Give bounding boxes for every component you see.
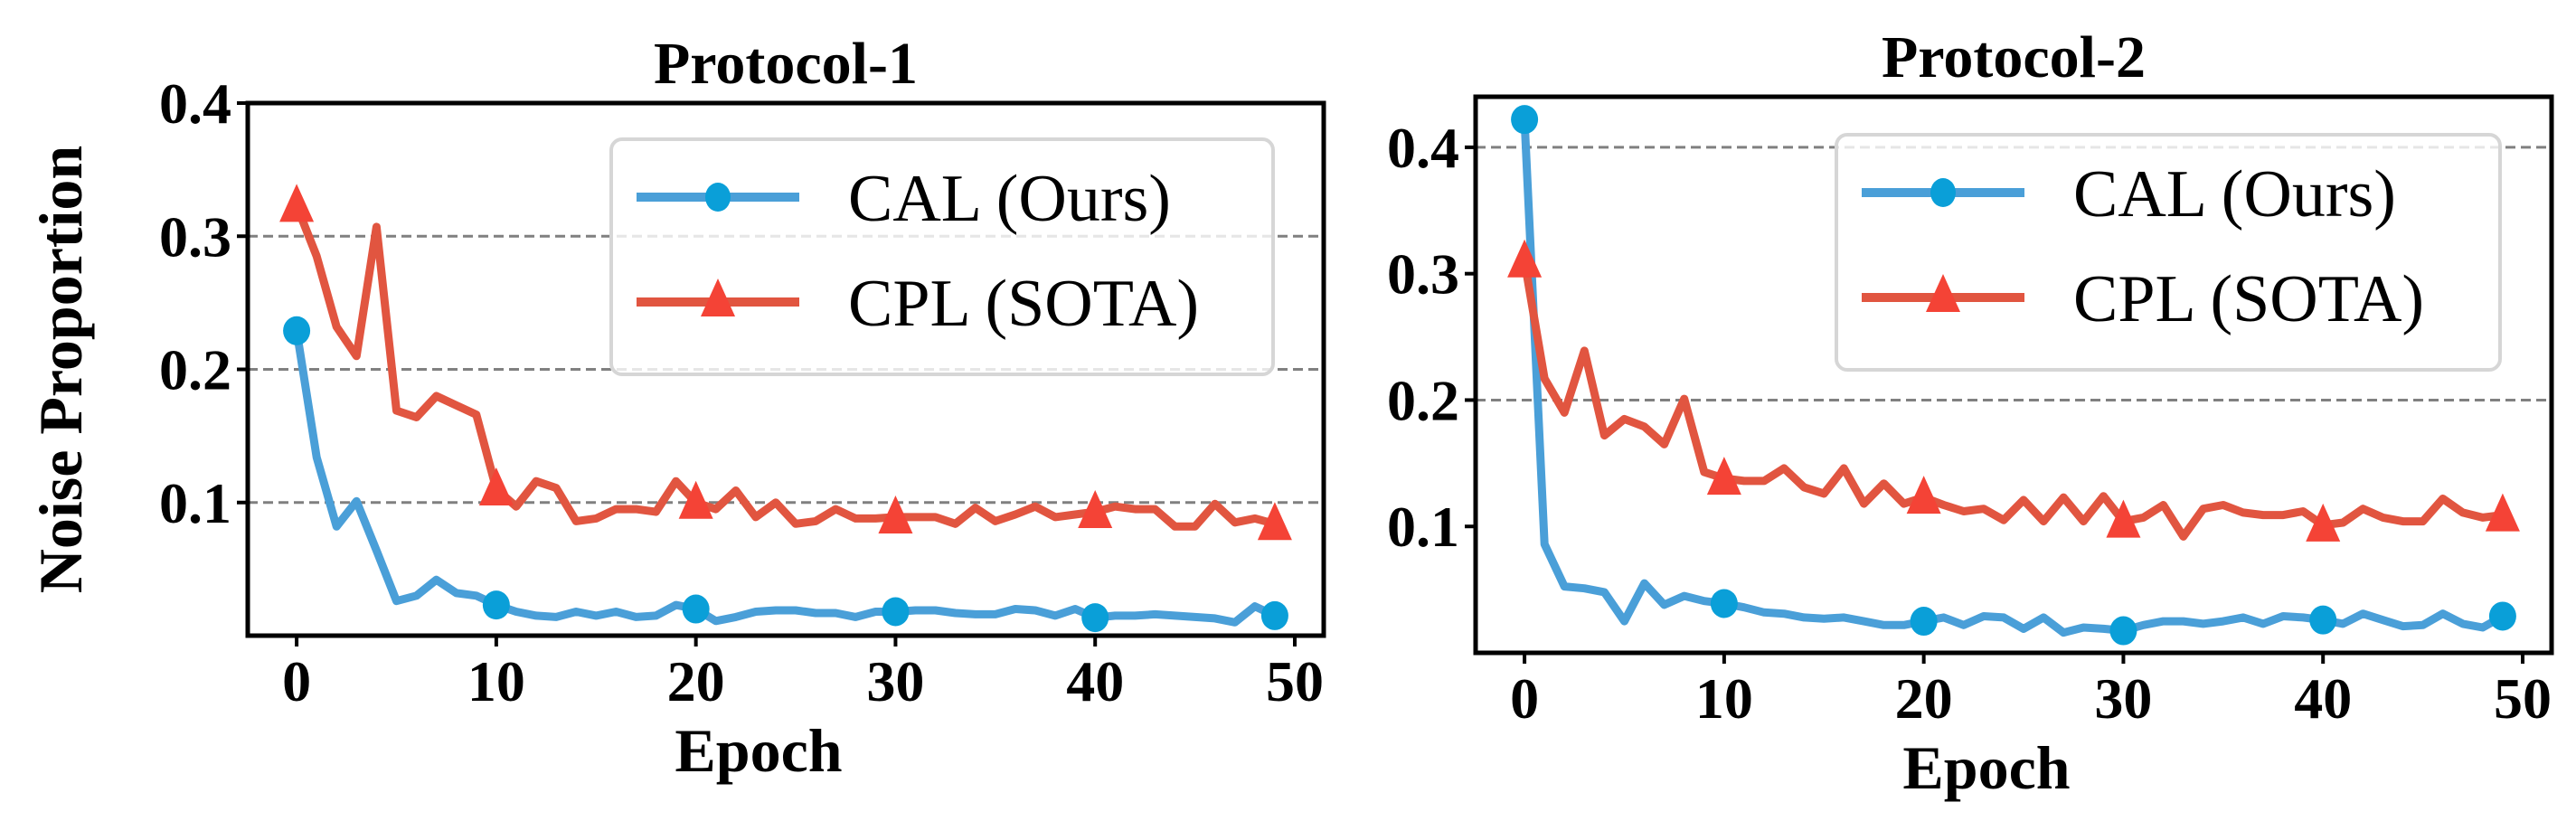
x-tick-label: 0 (282, 649, 311, 713)
y-tick-label: 0.2 (1387, 368, 1459, 432)
data-point-cpl (2306, 503, 2341, 542)
data-point-cal (283, 316, 311, 345)
y-tick-label: 0.2 (159, 338, 231, 402)
data-point-cpl (279, 184, 315, 222)
y-tick-label: 0.4 (159, 71, 231, 136)
legend: CAL (Ours) CPL (SOTA) (609, 137, 1275, 376)
y-tick-label: 0.1 (159, 471, 231, 535)
x-axis-label: Epoch (675, 716, 842, 785)
data-point-cal (1081, 603, 1109, 633)
x-tick-label: 10 (467, 649, 525, 713)
data-point-cpl (678, 480, 713, 519)
chart-title: Protocol-1 (654, 31, 918, 97)
data-point-cpl (2485, 493, 2520, 532)
x-tick-label: 20 (667, 649, 725, 713)
legend-marker-triangle (701, 278, 735, 316)
data-point-cpl (1706, 457, 1741, 496)
data-point-cal (1260, 600, 1288, 630)
data-point-cpl (1507, 239, 1543, 278)
data-point-cal (482, 590, 510, 620)
data-point-cpl (478, 467, 514, 506)
y-tick-label: 0.4 (1387, 116, 1459, 180)
x-tick-label: 30 (2094, 666, 2152, 731)
x-tick-label: 50 (2494, 666, 2552, 731)
legend-label: CPL (SOTA) (2073, 262, 2424, 336)
data-point-cal (2488, 601, 2516, 631)
y-tick-label: 0.3 (159, 204, 231, 269)
data-point-cpl (1257, 502, 1292, 541)
legend-marker-circle (1930, 178, 1956, 207)
data-point-cal (1910, 607, 1938, 637)
x-tick-label: 50 (1266, 649, 1324, 713)
x-tick-label: 40 (2294, 666, 2352, 731)
y-tick-label: 0.3 (1387, 242, 1459, 307)
axes-frame (1473, 94, 2554, 656)
data-point-cpl (2106, 499, 2141, 538)
legend-label: CAL (Ours) (848, 162, 1171, 236)
x-tick-label: 40 (1066, 649, 1124, 713)
y-tick-label: 0.1 (1387, 495, 1459, 559)
data-point-cpl (1078, 490, 1113, 529)
data-point-cal (1710, 589, 1738, 618)
x-tick-label: 0 (1510, 666, 1539, 731)
data-point-cal (682, 594, 710, 624)
x-tick-label: 20 (1895, 666, 1953, 731)
x-tick-label: 10 (1695, 666, 1753, 731)
series-line-cpl (292, 203, 1277, 531)
chart-panel-2: 0 10 20 30 40 50 0.1 0.2 0.3 0.4 Protocol-2 Epoch CA… (1387, 24, 2554, 802)
data-point-cal (1511, 105, 1539, 135)
series-line-cal (1520, 118, 2505, 637)
legend-marker-circle (705, 183, 731, 212)
data-point-cal (2309, 605, 2337, 635)
legend-label: CAL (Ours) (2073, 157, 2396, 231)
data-point-cpl (1906, 476, 1941, 514)
chart-title: Protocol-2 (1882, 24, 2146, 90)
data-point-cal (882, 597, 910, 627)
legend-marker-triangle (1926, 274, 1960, 312)
data-point-cal (2109, 616, 2137, 646)
legend-label: CPL (SOTA) (848, 267, 1199, 341)
y-axis-label: Noise Proportion (26, 146, 95, 594)
series-line-cal (292, 330, 1277, 627)
x-axis-label: Epoch (1902, 733, 2070, 802)
chart-panel-1: 0 10 20 30 40 50 0.1 0.2 0.3 0.4 Protocol-1 Epoch No… (26, 31, 1326, 785)
data-point-cpl (878, 495, 913, 533)
x-tick-label: 30 (866, 649, 924, 713)
series-line-cpl (1520, 260, 2504, 541)
legend: CAL (Ours) CPL (SOTA) (1835, 133, 2502, 372)
